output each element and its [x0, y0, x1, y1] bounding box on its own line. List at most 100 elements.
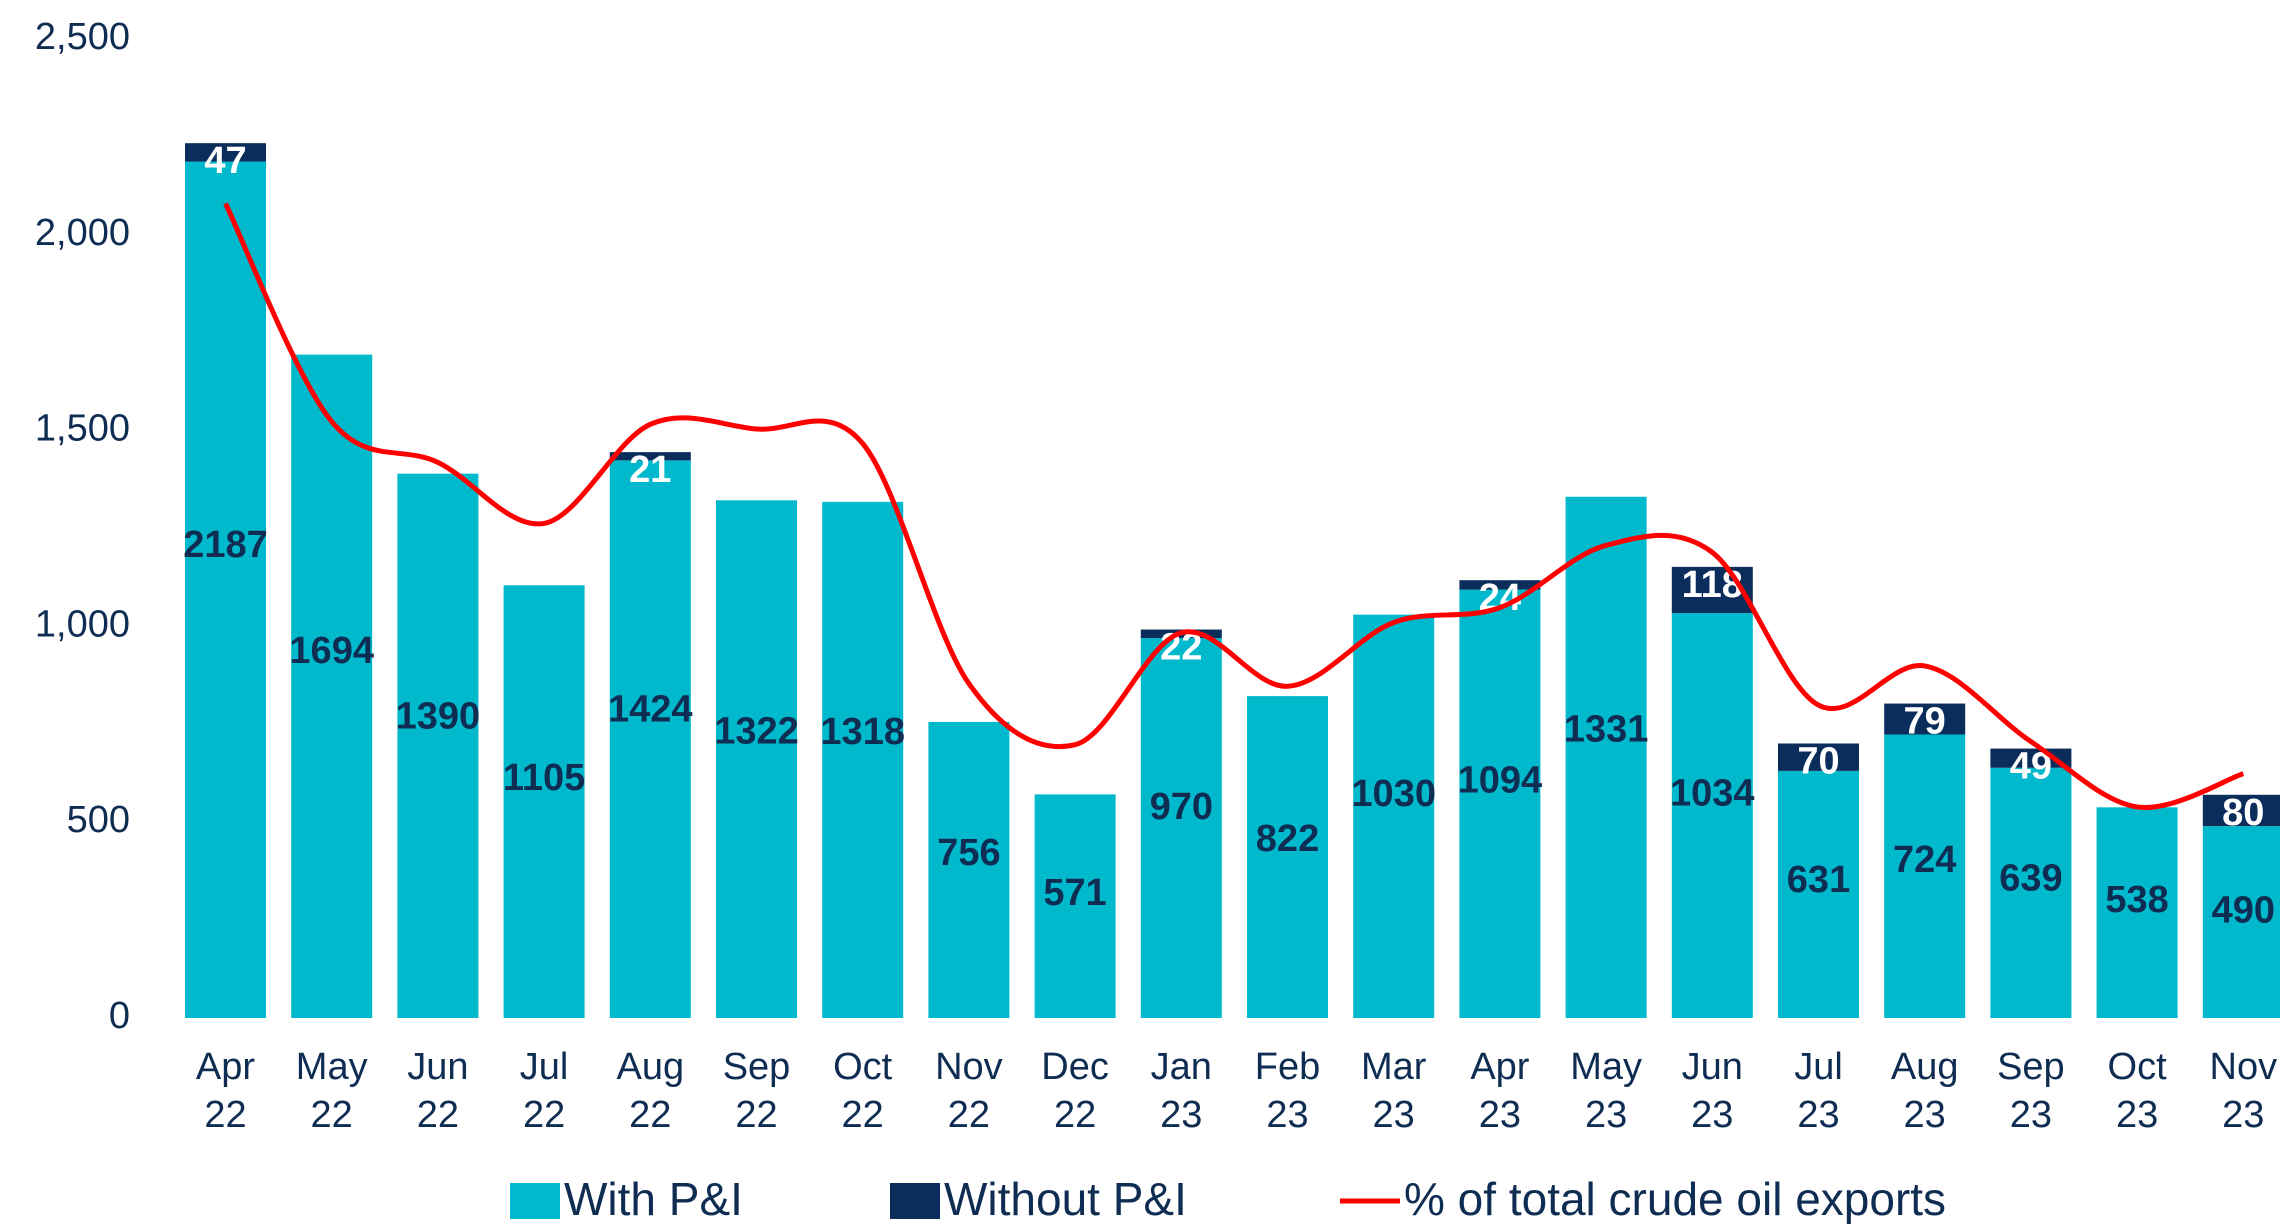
bar-segment — [1884, 734, 1966, 1018]
x-tick-line: 23 — [2116, 1094, 2158, 1136]
legend-swatch — [510, 1183, 560, 1219]
bar-segment — [822, 501, 904, 1018]
data-label: 639 — [1999, 857, 2062, 899]
legend-item: Without P&I — [890, 1173, 1187, 1225]
x-tick-label: Jun 23 — [1682, 1046, 1743, 1136]
bar-segment — [1778, 770, 1859, 1018]
bar-segment — [716, 500, 797, 1018]
bar-segment — [609, 460, 691, 1019]
data-label: 1094 — [1458, 759, 1543, 801]
x-tick-line: Nov — [935, 1046, 1003, 1088]
data-label: 1424 — [608, 688, 693, 730]
data-label: 79 — [1904, 701, 1946, 743]
data-label: 118 — [1682, 564, 1743, 606]
bar-segment — [1778, 743, 1859, 771]
data-label: 1390 — [396, 696, 481, 738]
bar-segment — [185, 143, 266, 162]
x-tick-line: Jun — [1682, 1046, 1743, 1088]
data-label: 70 — [1797, 741, 1839, 783]
bar-segment — [609, 452, 691, 461]
x-tick-line: 22 — [1054, 1094, 1096, 1136]
x-tick-label: Mar 23 — [1361, 1046, 1427, 1136]
x-tick-line: Oct — [833, 1046, 893, 1088]
data-label: 47 — [204, 140, 246, 182]
bar-segment — [2202, 826, 2280, 1018]
x-tick-line: 23 — [1160, 1094, 1202, 1136]
legend-item: % of total crude oil exports — [1340, 1173, 1946, 1225]
bar-segment — [928, 721, 1010, 1018]
bar-segment — [1034, 794, 1116, 1018]
x-tick-line: 23 — [1797, 1094, 1839, 1136]
x-tick-line: Aug — [1891, 1046, 1959, 1088]
data-label: 822 — [1256, 818, 1319, 860]
data-label: 571 — [1043, 872, 1106, 914]
data-label: 21 — [629, 449, 671, 491]
x-tick-line: 22 — [523, 1094, 565, 1136]
data-label: 970 — [1150, 786, 1213, 828]
x-tick-label: Jul 23 — [1794, 1046, 1843, 1136]
y-tick-label: 500 — [67, 799, 130, 841]
x-tick-line: 23 — [1691, 1094, 1733, 1136]
y-tick-label: 2,500 — [35, 16, 130, 58]
x-tick-line: Jul — [1794, 1046, 1843, 1088]
legend-label: % of total crude oil exports — [1404, 1173, 1946, 1224]
x-tick-line: Mar — [1361, 1046, 1427, 1088]
x-tick-line: 23 — [2010, 1094, 2052, 1136]
data-label: 1030 — [1351, 773, 1436, 815]
x-tick-line: 22 — [629, 1094, 671, 1136]
data-label: 1105 — [503, 757, 585, 799]
legend-label: With P&I — [564, 1173, 743, 1224]
x-tick-line: Apr — [196, 1046, 255, 1088]
x-tick-label: Apr 22 — [196, 1046, 255, 1136]
data-label: 490 — [2212, 889, 2275, 931]
bar-segment — [1353, 614, 1435, 1018]
x-tick-label: Jun 22 — [407, 1046, 468, 1136]
data-label: 1034 — [1670, 772, 1755, 814]
data-label: 538 — [2105, 879, 2168, 921]
x-tick-line: 23 — [1479, 1094, 1521, 1136]
x-tick-label: Sep 23 — [1997, 1046, 2065, 1136]
bar-segment — [1247, 696, 1328, 1018]
x-tick-line: 23 — [1266, 1094, 1308, 1136]
legend-item: With P&I — [510, 1173, 743, 1225]
x-tick-label: Aug 23 — [1891, 1046, 1959, 1136]
x-tick-line: 22 — [842, 1094, 884, 1136]
x-tick-label: Nov 23 — [2210, 1046, 2278, 1136]
x-tick-line: Oct — [2108, 1046, 2168, 1088]
data-label: 756 — [937, 832, 1000, 874]
x-tick-label: Jul 22 — [520, 1046, 569, 1136]
x-tick-label: Sep 22 — [723, 1046, 791, 1136]
x-tick-line: Sep — [723, 1046, 791, 1088]
data-label: 631 — [1787, 859, 1850, 901]
data-label: 80 — [2222, 792, 2264, 834]
bar-segment — [2202, 794, 2280, 827]
legend-label: Without P&I — [944, 1173, 1187, 1224]
x-tick-line: Sep — [1997, 1046, 2065, 1088]
x-tick-line: Nov — [2210, 1046, 2278, 1088]
x-tick-label: Dec 22 — [1041, 1046, 1109, 1136]
x-tick-line: 22 — [204, 1094, 246, 1136]
bar-segment — [1884, 703, 1966, 735]
legend-swatch — [890, 1183, 940, 1219]
x-tick-label: May 22 — [296, 1046, 368, 1136]
bar-segment — [1140, 638, 1222, 1018]
x-tick-label: Oct 23 — [2108, 1046, 2168, 1136]
bar-segment — [1990, 767, 2072, 1018]
x-tick-line: Jul — [520, 1046, 569, 1088]
y-tick-label: 1,000 — [35, 603, 130, 645]
data-label: 1331 — [1564, 708, 1649, 750]
x-tick-label: Aug 22 — [616, 1046, 684, 1136]
x-tick-line: May — [296, 1046, 368, 1088]
data-label: 1318 — [820, 711, 905, 753]
y-tick-label: 2,000 — [35, 212, 130, 254]
x-tick-line: 22 — [311, 1094, 353, 1136]
x-tick-label: Nov 22 — [935, 1046, 1003, 1136]
x-tick-line: 22 — [948, 1094, 990, 1136]
bar-segment — [1459, 589, 1541, 1018]
x-tick-label: Oct 22 — [833, 1046, 893, 1136]
bar-segment — [1671, 613, 1753, 1018]
x-tick-line: Dec — [1041, 1046, 1109, 1088]
x-tick-line: Feb — [1255, 1046, 1320, 1088]
bar-segment — [185, 161, 266, 1018]
